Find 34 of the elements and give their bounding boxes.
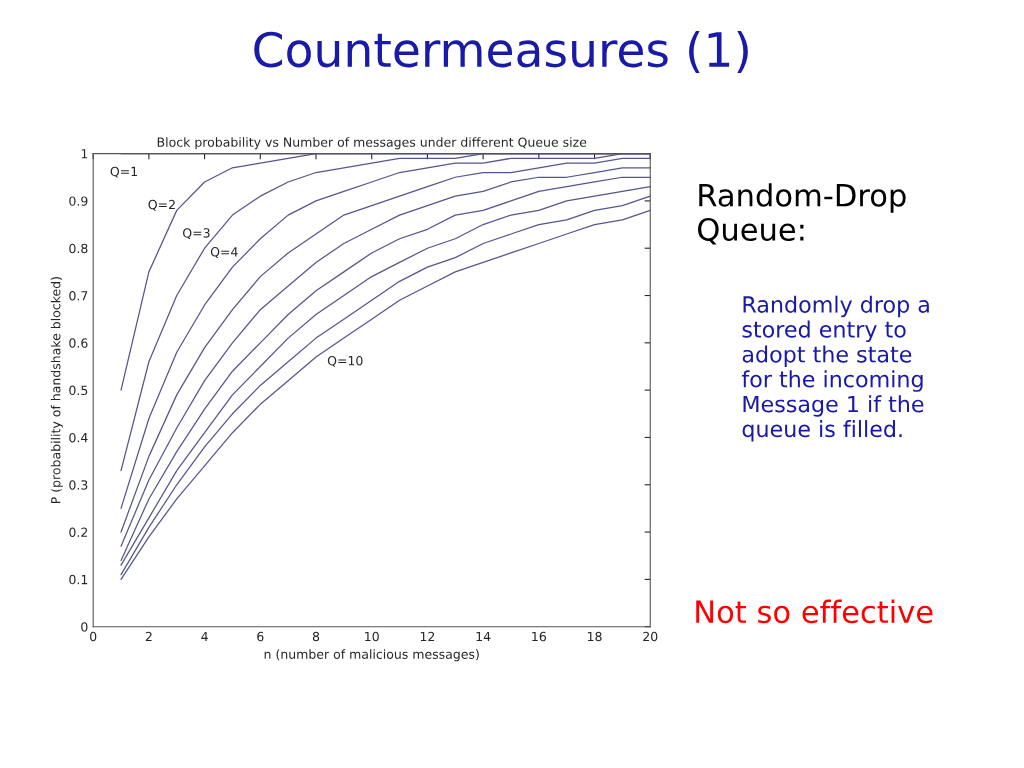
y-tick-label: 0.9 <box>69 196 88 206</box>
y-tick-label: 0.1 <box>69 574 88 585</box>
x-tick-label: 18 <box>587 631 602 642</box>
x-tick-label: 10 <box>365 631 379 642</box>
x-tick-label: 20 <box>643 631 658 642</box>
x-tick-label: 8 <box>312 631 320 642</box>
text: Randomly drop a stored entry to adopt the state for the incoming Message 1 if the queue is filled. <box>741 295 929 442</box>
y-tick-label: 0.6 <box>69 338 88 348</box>
annotation: Q=1 <box>110 166 138 178</box>
y-tick-label: 0 <box>81 622 88 632</box>
chart-title: Countermeasures (1) <box>254 30 748 74</box>
text: Random-Drop Queue: <box>698 183 906 245</box>
y-tick-label: 0.8 <box>69 243 88 254</box>
text: Not so effective <box>696 599 933 624</box>
y-tick-label: 0.3 <box>69 480 88 490</box>
y-tick-label: 0.2 <box>69 527 88 537</box>
y-tick-label: 0.7 <box>69 291 88 301</box>
x-tick-label: 2 <box>145 631 152 642</box>
annotation: Q=4 <box>210 247 238 259</box>
y-axis-title: P (probability of handshake blocked) <box>50 277 63 504</box>
x-tick-label: 16 <box>532 631 546 642</box>
y-tick-label: 0.5 <box>69 385 88 396</box>
y-tick-label: 0.4 <box>69 432 88 443</box>
x-axis-title: n (number of malicious messages) <box>264 649 479 662</box>
x-tick-label: 14 <box>476 631 491 642</box>
chart-subtitle: Block probability vs Number of messages under different Queue size <box>157 137 587 150</box>
x-tick-label: 12 <box>420 631 435 642</box>
annotation: Q=3 <box>183 228 210 240</box>
x-tick-label: 0 <box>90 631 97 642</box>
annotation: Q=2 <box>148 199 175 211</box>
x-tick-label: 6 <box>257 631 264 642</box>
y-tick-label: 1 <box>81 149 88 159</box>
x-tick-label: 4 <box>201 631 208 642</box>
annotation: Q=10 <box>327 355 363 367</box>
